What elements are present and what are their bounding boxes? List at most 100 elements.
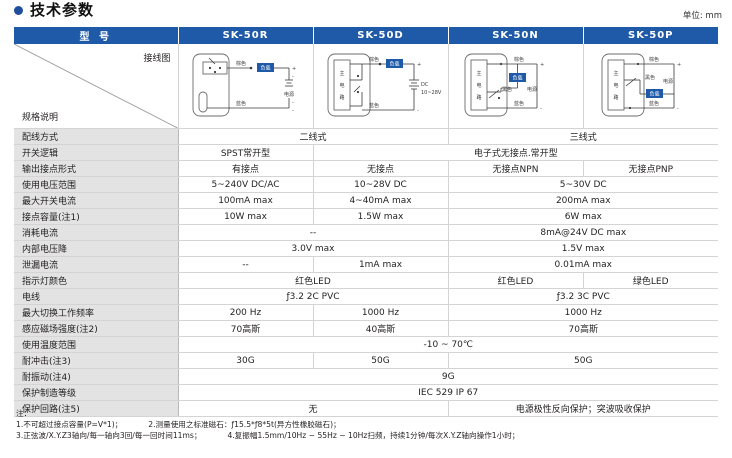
svg-text:主: 主 [339, 70, 344, 77]
wiring-diagram-sk50p-icon: 主 电 路 棕色 + - 黑色 电源 [601, 53, 681, 117]
row-value: 无接点 [312, 160, 448, 177]
row-value: 200 Hz [178, 304, 313, 321]
table-row: 保护制造等级 IEC 529 IP 67 [14, 384, 718, 401]
row-value: 5~30V DC [447, 176, 718, 193]
svg-text:路: 路 [613, 94, 618, 101]
table-row: 耐冲击(注3) 30G 50G 50G [14, 352, 718, 369]
row-value: 100mA max [178, 192, 313, 209]
row-value: 10W max [178, 208, 313, 225]
row-label: 接点容量(注1) [14, 208, 179, 225]
page-title: 技术参数 [30, 1, 95, 19]
svg-text:电源: 电源 [526, 86, 536, 93]
wiring-diagram-row: 接线图 规格说明 [14, 44, 718, 129]
row-label: 指示灯颜色 [14, 272, 179, 289]
diagram-column-label: 接线图 [143, 54, 171, 64]
table-row: 最大开关电流 100mA max 4~40mA max 200mA max [14, 192, 718, 209]
table-row: 消耗电流 -- 8mA@24V DC max [14, 224, 718, 241]
svg-text:-: - [292, 100, 294, 106]
svg-text:黑色: 黑色 [644, 74, 654, 81]
row-value: 8mA@24V DC max [447, 224, 718, 241]
row-value: 40高斯 [312, 320, 448, 337]
row-value: IEC 529 IP 67 [178, 384, 718, 401]
footnotes: 注： 1.不可超过接点容量(P=V*1)； 2.测量使用之标准磁石：ƒ15.5*ƒ… [16, 408, 716, 441]
svg-text:主: 主 [613, 70, 618, 77]
svg-text:-: - [540, 106, 542, 112]
row-value: 30G [178, 352, 313, 369]
svg-text:-: - [292, 74, 294, 80]
row-label: 最大开关电流 [14, 192, 179, 209]
row-value: 有接点 [178, 160, 313, 177]
svg-text:-: - [677, 106, 679, 112]
header-col-sk50r: SK-50R [178, 27, 314, 44]
row-value: 1000 Hz [312, 304, 448, 321]
row-label: 配线方式 [14, 128, 179, 145]
row-value: 绿色LED [582, 272, 718, 289]
diagram-sk50n: 主 电 路 棕色 + - 负载 [447, 44, 583, 129]
svg-text:蓝色: 蓝色 [368, 102, 378, 109]
row-value: 1.5W max [312, 208, 448, 225]
table-row: 感应磁场强度(注2) 70高斯 40高斯 70高斯 [14, 320, 718, 337]
svg-text:棕色: 棕色 [513, 56, 523, 63]
row-value: 电源极性反向保护；突波吸收保护 [447, 400, 718, 417]
svg-text:电: 电 [613, 82, 618, 89]
row-value: 70高斯 [178, 320, 313, 337]
row-value: 三线式 [447, 128, 718, 145]
row-value: -10 ~ 70℃ [178, 336, 718, 353]
row-value: 50G [447, 352, 718, 369]
table-row: 电线 ƒ3.2 2C PVC ƒ3.2 3C PVC [14, 288, 718, 305]
row-value: 50G [312, 352, 448, 369]
svg-text:负载: 负载 [389, 61, 399, 68]
svg-text:+: + [540, 62, 544, 68]
footnote-2: 2.测量使用之标准磁石：ƒ15.5*ƒ8*5t(异方性橡胶磁石)； [148, 420, 341, 429]
spec-column-label: 规格说明 [22, 113, 59, 123]
row-value: 5~240V DC/AC [178, 176, 313, 193]
row-value: 无 [178, 400, 448, 417]
row-value: 1.5V max [447, 240, 718, 257]
table-row: 泄漏电流 -- 1mA max 0.01mA max [14, 256, 718, 273]
svg-text:-: - [292, 108, 294, 114]
row-label: 输出接点形式 [14, 160, 179, 177]
svg-text:蓝色: 蓝色 [513, 100, 523, 107]
header-col-sk50n: SK-50N [448, 27, 584, 44]
row-value: 0.01mA max [447, 256, 718, 273]
table-row: 开关逻辑 SPST常开型 电子式无接点.常开型 [14, 144, 718, 161]
diagram-sk50d: 主 电 路 负载 [312, 44, 448, 129]
svg-text:棕色: 棕色 [368, 56, 378, 63]
row-label: 耐振动(注4) [14, 368, 179, 385]
row-value: 红色LED [447, 272, 583, 289]
svg-text:DC: DC [421, 82, 429, 88]
row-value: 二线式 [178, 128, 448, 145]
specification-table: 型 号 SK-50R SK-50D SK-50N SK-50P 接线图 规格说明 [14, 27, 718, 417]
row-value: 电子式无接点.常开型 [312, 144, 718, 161]
footnote-title: 注： [16, 409, 32, 418]
row-label: 最大切换工作频率 [14, 304, 179, 321]
svg-text:路: 路 [476, 94, 481, 101]
svg-text:电: 电 [476, 82, 481, 89]
row-label: 泄漏电流 [14, 256, 179, 273]
table-header-row: 型 号 SK-50R SK-50D SK-50N SK-50P [14, 27, 718, 44]
page-heading: 技术参数 [14, 3, 94, 18]
svg-text:电源: 电源 [662, 78, 672, 85]
svg-text:棕色: 棕色 [648, 56, 658, 63]
svg-text:+: + [417, 62, 421, 68]
row-value: 4~40mA max [312, 192, 448, 209]
wiring-diagram-sk50r-icon: 负载 + - 电源 - - 棕色 蓝色 [192, 53, 296, 117]
svg-text:-: - [417, 108, 419, 114]
header-col-sk50d: SK-50D [313, 27, 449, 44]
wiring-diagram-sk50n-icon: 主 电 路 棕色 + - 负载 [464, 53, 544, 117]
table-row: 配线方式 二线式 三线式 [14, 128, 718, 145]
svg-text:负载: 负载 [512, 75, 522, 82]
table-row: 内部电压降 3.0V max 1.5V max [14, 240, 718, 257]
table-row: 接点容量(注1) 10W max 1.5W max 6W max [14, 208, 718, 225]
header-model: 型 号 [14, 27, 179, 44]
table-row: 耐振动(注4) 9G [14, 368, 718, 385]
row-label: 使用电压范围 [14, 176, 179, 193]
row-label: 使用温度范围 [14, 336, 179, 353]
row-label: 感应磁场强度(注2) [14, 320, 179, 337]
svg-text:负载: 负载 [260, 65, 270, 72]
svg-text:蓝色: 蓝色 [648, 100, 658, 107]
svg-text:10~28V: 10~28V [421, 90, 442, 96]
svg-text:蓝色: 蓝色 [235, 100, 245, 107]
svg-text:路: 路 [339, 94, 344, 101]
svg-text:黑色: 黑色 [501, 86, 511, 93]
